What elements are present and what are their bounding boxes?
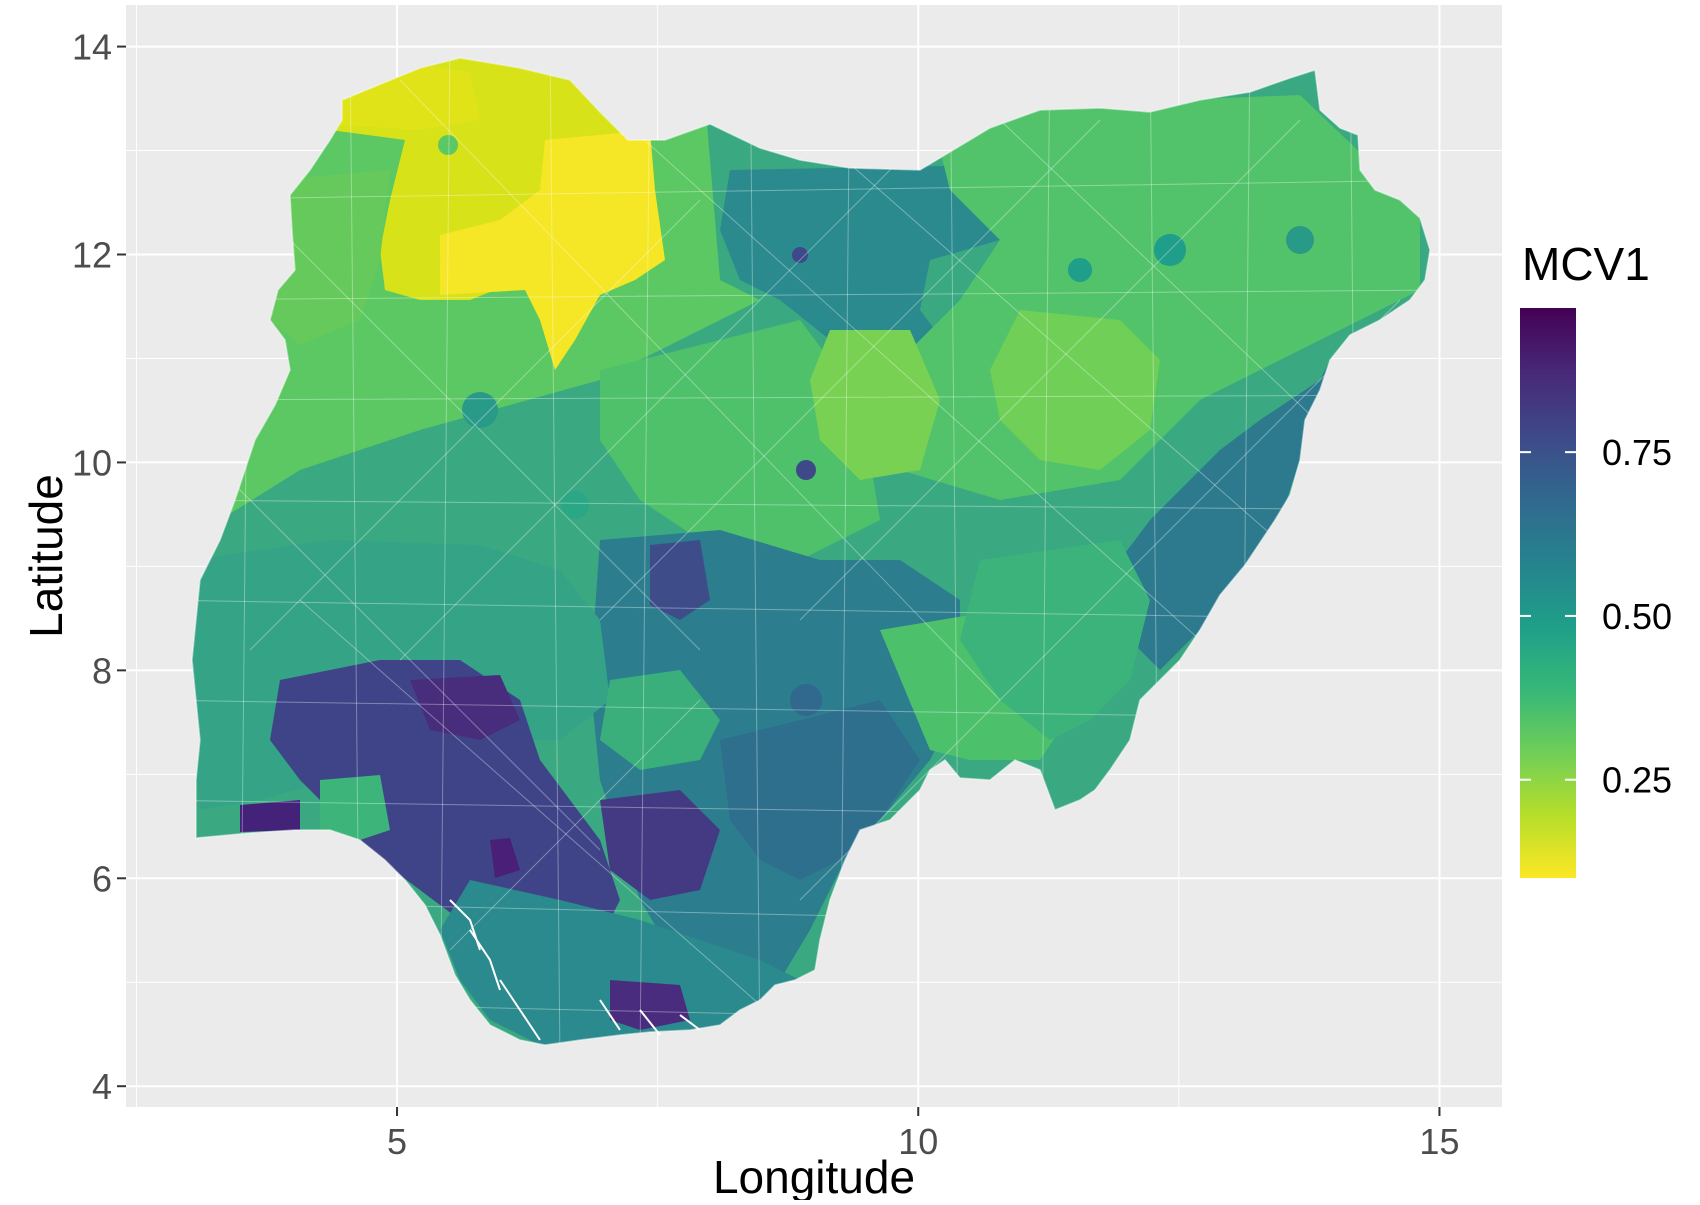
legend-colorbar <box>1520 308 1576 878</box>
legend-title: MCV1 <box>1522 238 1650 290</box>
y-tick-label: 6 <box>92 858 112 899</box>
x-tick-label: 5 <box>387 1121 407 1162</box>
y-tick-label: 8 <box>92 650 112 691</box>
legend: MCV1 0.25 0.50 0.75 <box>1520 238 1672 878</box>
legend-break-label: 0.25 <box>1602 760 1672 801</box>
region-taraba-green <box>960 540 1150 740</box>
nigeria-border <box>191 57 1431 1046</box>
region-central-lime <box>810 330 940 480</box>
x-axis-title: Longitude <box>713 1151 915 1200</box>
district-dot <box>796 460 816 480</box>
region-east-teal <box>1110 360 1330 670</box>
region-lagos-dark <box>240 800 300 832</box>
district-dot <box>1286 226 1314 254</box>
region-southeast-purple <box>600 790 720 900</box>
region-southsouth-teal <box>440 880 800 1045</box>
region-enugu-green <box>600 670 720 770</box>
region-sokoto-north <box>340 65 480 130</box>
y-tick-label: 10 <box>72 442 112 483</box>
region-northeast-lime <box>990 310 1160 470</box>
y-axis-title: Latitude <box>20 474 72 638</box>
district-dot <box>792 247 808 263</box>
y-tick-label: 14 <box>72 27 112 68</box>
y-tick-label: 4 <box>92 1066 112 1107</box>
x-axis-ticks: 5 10 15 <box>387 1107 1459 1162</box>
legend-breaks: 0.25 0.50 0.75 <box>1520 432 1672 801</box>
region-southern-green <box>320 775 390 840</box>
district-boundaries <box>192 58 1430 1045</box>
district-dot <box>790 684 822 716</box>
region-northcentral-teal <box>720 165 1000 370</box>
y-axis-ticks: 4 6 8 10 12 14 <box>72 27 126 1107</box>
coastal-creeks <box>449 899 701 1041</box>
district-dot <box>561 491 589 519</box>
district-dot <box>462 392 498 428</box>
x-tick-label: 10 <box>898 1121 938 1162</box>
region-niger-delta-purple <box>610 980 690 1030</box>
legend-break-label: 0.50 <box>1602 596 1672 637</box>
region-delta-purple <box>490 838 520 878</box>
region-cross-river <box>720 700 920 880</box>
region-west-green <box>270 170 390 345</box>
y-tick-label: 12 <box>72 235 112 276</box>
district-dot <box>1068 258 1092 282</box>
region-kano-yellow <box>440 130 665 370</box>
district-dot <box>1154 234 1186 266</box>
legend-break-label: 0.75 <box>1602 432 1672 473</box>
region-ondo-dark <box>410 675 520 740</box>
x-tick-label: 15 <box>1419 1121 1459 1162</box>
district-dot <box>438 135 458 155</box>
region-plateau-purple <box>650 540 710 620</box>
